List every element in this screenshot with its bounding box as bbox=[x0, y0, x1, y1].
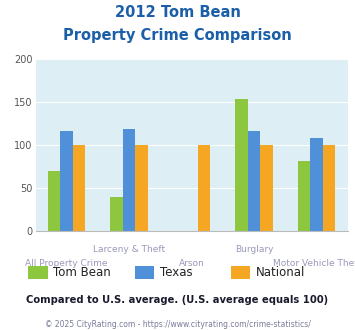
Text: Compared to U.S. average. (U.S. average equals 100): Compared to U.S. average. (U.S. average … bbox=[26, 295, 329, 305]
Bar bbox=[73, 145, 86, 231]
Bar bbox=[235, 99, 248, 231]
Text: National: National bbox=[256, 266, 305, 279]
Bar bbox=[198, 145, 211, 231]
Text: Property Crime Comparison: Property Crime Comparison bbox=[63, 28, 292, 43]
Text: 2012 Tom Bean: 2012 Tom Bean bbox=[115, 5, 240, 20]
Text: Arson: Arson bbox=[179, 259, 204, 268]
Bar bbox=[298, 161, 310, 231]
Bar bbox=[110, 197, 123, 231]
Bar bbox=[123, 129, 136, 231]
Text: © 2025 CityRating.com - https://www.cityrating.com/crime-statistics/: © 2025 CityRating.com - https://www.city… bbox=[45, 320, 310, 329]
Bar bbox=[60, 131, 73, 231]
Bar bbox=[310, 138, 323, 231]
Bar bbox=[48, 171, 60, 231]
Text: Larceny & Theft: Larceny & Theft bbox=[93, 245, 165, 254]
Text: Motor Vehicle Theft: Motor Vehicle Theft bbox=[273, 259, 355, 268]
Text: Texas: Texas bbox=[160, 266, 192, 279]
Bar bbox=[323, 145, 335, 231]
Text: Burglary: Burglary bbox=[235, 245, 273, 254]
Text: Tom Bean: Tom Bean bbox=[53, 266, 111, 279]
Text: All Property Crime: All Property Crime bbox=[26, 259, 108, 268]
Bar bbox=[136, 145, 148, 231]
Bar bbox=[261, 145, 273, 231]
Bar bbox=[248, 131, 261, 231]
